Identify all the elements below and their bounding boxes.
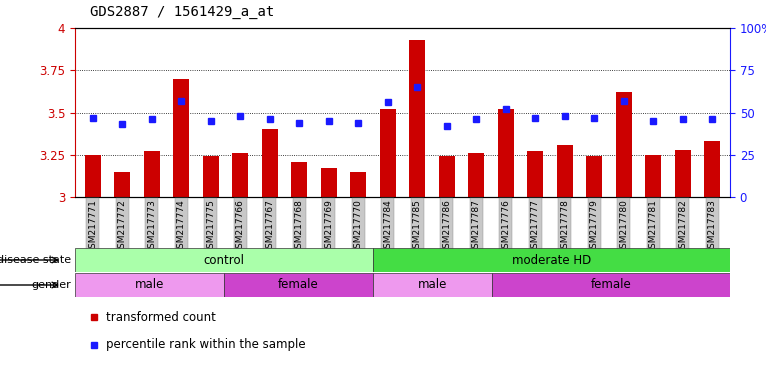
Text: transformed count: transformed count: [106, 311, 215, 324]
Text: control: control: [203, 253, 244, 266]
Bar: [321, 168, 337, 197]
Text: GSM217769: GSM217769: [324, 200, 333, 254]
Bar: [704, 141, 720, 197]
Text: GSM217766: GSM217766: [236, 200, 244, 254]
Text: GSM217781: GSM217781: [649, 200, 658, 254]
Text: GSM217770: GSM217770: [354, 200, 363, 254]
Text: GSM217775: GSM217775: [206, 200, 215, 254]
Text: GSM217783: GSM217783: [708, 200, 717, 254]
Text: GSM217768: GSM217768: [295, 200, 304, 254]
Bar: [373, 248, 730, 272]
Bar: [291, 162, 307, 197]
Bar: [492, 273, 730, 297]
Text: male: male: [417, 278, 447, 291]
Bar: [84, 155, 101, 197]
Text: moderate HD: moderate HD: [512, 253, 591, 266]
Text: GSM217776: GSM217776: [501, 200, 510, 254]
Text: GSM217773: GSM217773: [147, 200, 156, 254]
Bar: [380, 109, 396, 197]
Bar: [616, 92, 632, 197]
Text: GSM217786: GSM217786: [442, 200, 451, 254]
Bar: [498, 109, 514, 197]
Bar: [202, 156, 219, 197]
Text: gender: gender: [31, 280, 71, 290]
Text: disease state: disease state: [0, 255, 71, 265]
Text: GSM217785: GSM217785: [413, 200, 422, 254]
Bar: [143, 151, 160, 197]
Bar: [439, 156, 455, 197]
Bar: [527, 151, 543, 197]
Bar: [373, 273, 492, 297]
Bar: [350, 172, 366, 197]
Bar: [224, 273, 373, 297]
Text: GSM217779: GSM217779: [590, 200, 599, 254]
Bar: [262, 129, 278, 197]
Text: GSM217777: GSM217777: [531, 200, 540, 254]
Bar: [173, 79, 189, 197]
Text: GSM217784: GSM217784: [383, 200, 392, 254]
Text: female: female: [278, 278, 319, 291]
Bar: [114, 172, 130, 197]
Bar: [468, 153, 484, 197]
Text: GSM217778: GSM217778: [560, 200, 569, 254]
Bar: [75, 273, 224, 297]
Text: GSM217782: GSM217782: [678, 200, 687, 254]
Text: GSM217774: GSM217774: [177, 200, 185, 254]
Text: GSM217771: GSM217771: [88, 200, 97, 254]
Text: GSM217780: GSM217780: [619, 200, 628, 254]
Bar: [675, 150, 691, 197]
Bar: [586, 156, 602, 197]
Bar: [409, 40, 425, 197]
Bar: [75, 248, 373, 272]
Text: female: female: [591, 278, 631, 291]
Text: GDS2887 / 1561429_a_at: GDS2887 / 1561429_a_at: [90, 5, 274, 19]
Text: GSM217772: GSM217772: [118, 200, 126, 254]
Text: GSM217787: GSM217787: [472, 200, 481, 254]
Text: percentile rank within the sample: percentile rank within the sample: [106, 338, 306, 351]
Bar: [232, 153, 248, 197]
Bar: [645, 155, 661, 197]
Bar: [557, 145, 573, 197]
Text: GSM217767: GSM217767: [265, 200, 274, 254]
Text: male: male: [135, 278, 164, 291]
